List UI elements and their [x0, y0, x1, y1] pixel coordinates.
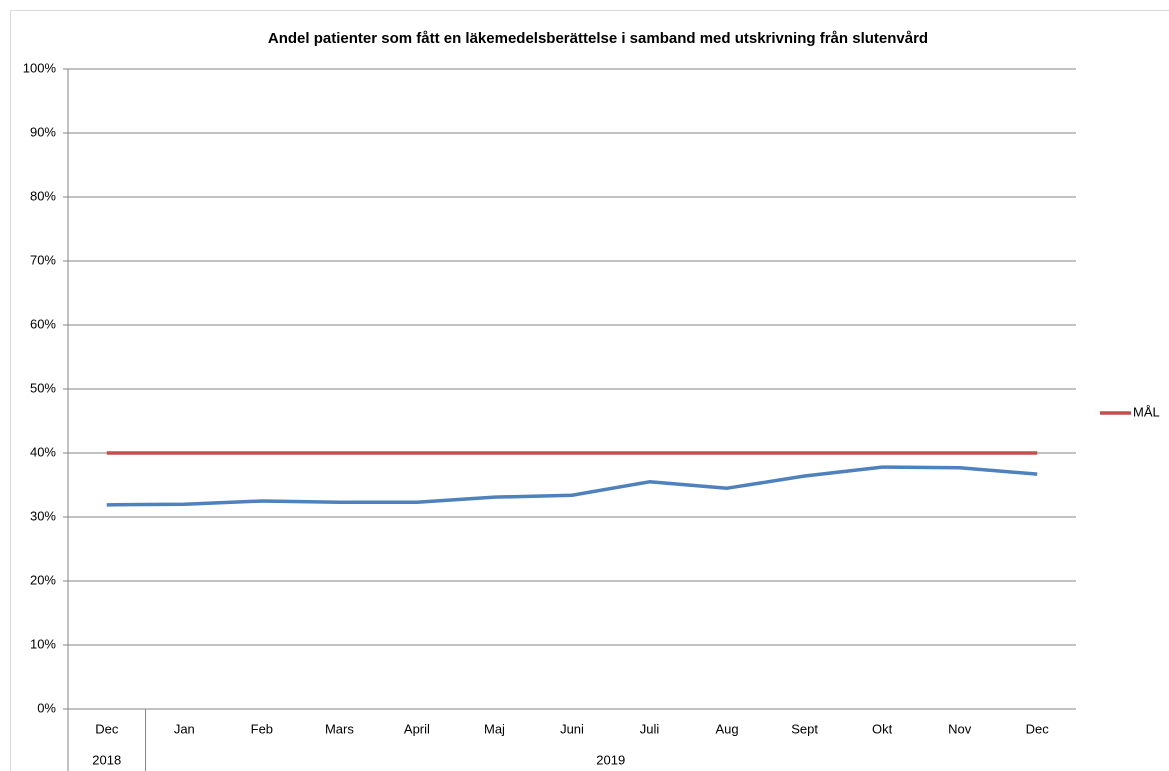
x-tick-label: Aug [716, 721, 739, 736]
y-tick-label: 30% [30, 508, 56, 523]
legend-label: MÅL [1133, 404, 1160, 419]
y-tick-label: 0% [37, 700, 56, 715]
x-tick-label: Mars [325, 721, 354, 736]
y-tick-label: 50% [30, 380, 56, 395]
y-tick-label: 90% [30, 124, 56, 139]
x-tick-label: April [404, 721, 430, 736]
x-tick-label: Okt [872, 721, 893, 736]
y-tick-label: 20% [30, 572, 56, 587]
chart-title: Andel patienter som fått en läkemedelsbe… [268, 30, 928, 47]
x-tick-label: Maj [484, 721, 505, 736]
x-tick-label: Sept [791, 721, 818, 736]
x-tick-label: Feb [251, 721, 273, 736]
y-tick-label: 10% [30, 636, 56, 651]
y-tick-label: 70% [30, 252, 56, 267]
x-group-label: 2018 [92, 752, 121, 767]
y-tick-label: 80% [30, 188, 56, 203]
x-tick-label: Juni [560, 721, 584, 736]
x-group-label: 2019 [596, 752, 625, 767]
chart-border [10, 10, 1169, 771]
y-tick-label: 60% [30, 316, 56, 331]
x-tick-label: Dec [95, 721, 119, 736]
x-tick-label: Dec [1026, 721, 1050, 736]
x-tick-label: Juli [640, 721, 660, 736]
x-tick-label: Jan [174, 721, 195, 736]
x-tick-label: Nov [948, 721, 972, 736]
y-tick-label: 40% [30, 444, 56, 459]
series-line [106, 465, 1038, 507]
y-tick-label: 100% [23, 60, 57, 75]
